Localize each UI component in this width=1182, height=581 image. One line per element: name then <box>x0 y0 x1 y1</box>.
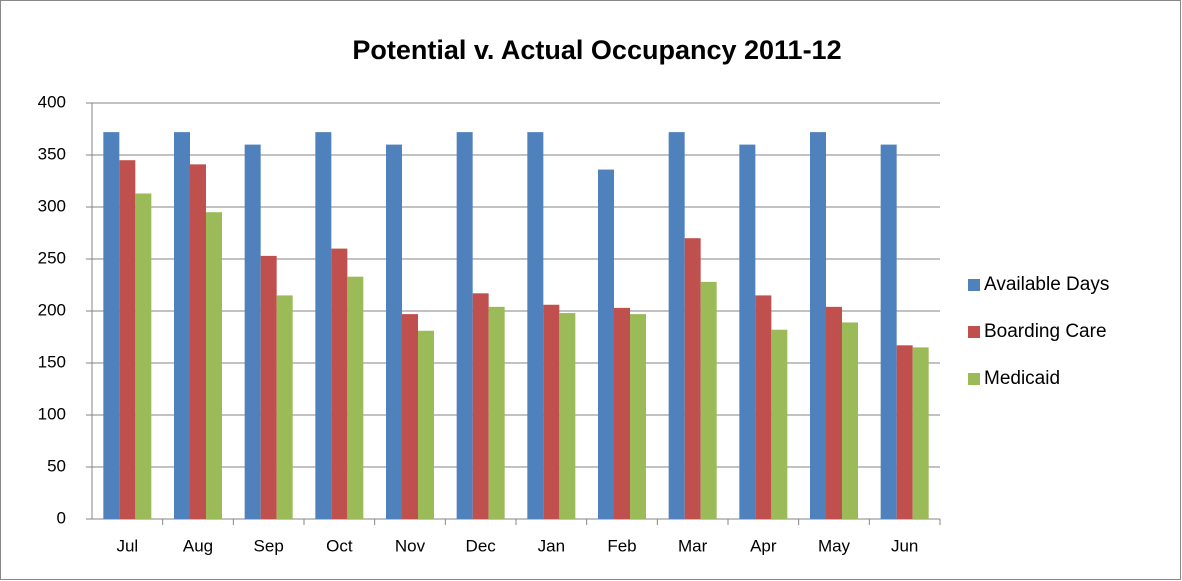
bar <box>103 132 120 519</box>
bar <box>472 293 489 519</box>
bar <box>912 347 929 519</box>
y-tick-label: 50 <box>47 456 66 475</box>
bar <box>527 132 544 519</box>
bar <box>739 144 756 519</box>
bar <box>135 193 152 520</box>
bar <box>896 345 913 519</box>
legend-label: Boarding Care <box>984 321 1107 342</box>
bar <box>386 144 402 519</box>
bar <box>810 132 826 519</box>
y-tick-label: 300 <box>38 196 66 215</box>
bar <box>456 132 473 519</box>
bar <box>488 306 505 519</box>
bar <box>598 169 614 519</box>
bar <box>331 248 348 519</box>
x-tick-label: Jun <box>891 536 918 555</box>
x-tick-label: Sep <box>254 536 284 555</box>
x-tick-label: Nov <box>395 536 426 555</box>
bar <box>244 144 261 519</box>
bar <box>543 304 560 519</box>
bar <box>755 295 772 519</box>
y-tick-label: 350 <box>38 144 66 163</box>
x-tick-label: Dec <box>466 536 497 555</box>
x-tick-label: Jul <box>116 536 138 555</box>
bar <box>880 144 897 519</box>
bar <box>260 255 277 519</box>
bar <box>276 295 293 519</box>
bar <box>842 322 858 519</box>
bar <box>402 314 418 519</box>
bar <box>614 307 630 519</box>
legend-swatch <box>968 326 980 338</box>
x-tick-label: Mar <box>678 536 708 555</box>
bar <box>174 132 190 519</box>
legend-swatch <box>968 279 980 291</box>
x-tick-label: Oct <box>326 536 353 555</box>
legend-label: Available Days <box>984 274 1109 295</box>
y-tick-label: 150 <box>38 352 66 371</box>
x-tick-label: May <box>818 536 851 555</box>
bar <box>206 212 222 519</box>
bar <box>630 314 646 519</box>
y-tick-label: 0 <box>57 508 66 527</box>
x-tick-label: Apr <box>750 536 777 555</box>
y-tick-label: 250 <box>38 248 66 267</box>
bar <box>119 160 136 519</box>
bar <box>668 132 685 519</box>
bar <box>771 329 788 519</box>
bar <box>190 164 206 520</box>
y-tick-label: 200 <box>38 300 66 319</box>
bar <box>826 306 842 519</box>
bar <box>700 281 717 519</box>
y-tick-label: 400 <box>38 92 66 111</box>
legend-label: Medicaid <box>984 368 1060 389</box>
bar <box>684 238 701 519</box>
x-tick-label: Jan <box>538 536 565 555</box>
bar <box>347 276 364 519</box>
chart-title: Potential v. Actual Occupancy 2011-12 <box>352 35 841 65</box>
bar <box>418 330 434 519</box>
x-tick-label: Aug <box>183 536 213 555</box>
bar <box>559 313 576 519</box>
x-tick-label: Feb <box>607 536 636 555</box>
bar <box>315 132 332 519</box>
legend-swatch <box>968 373 980 385</box>
y-tick-label: 100 <box>38 404 66 423</box>
